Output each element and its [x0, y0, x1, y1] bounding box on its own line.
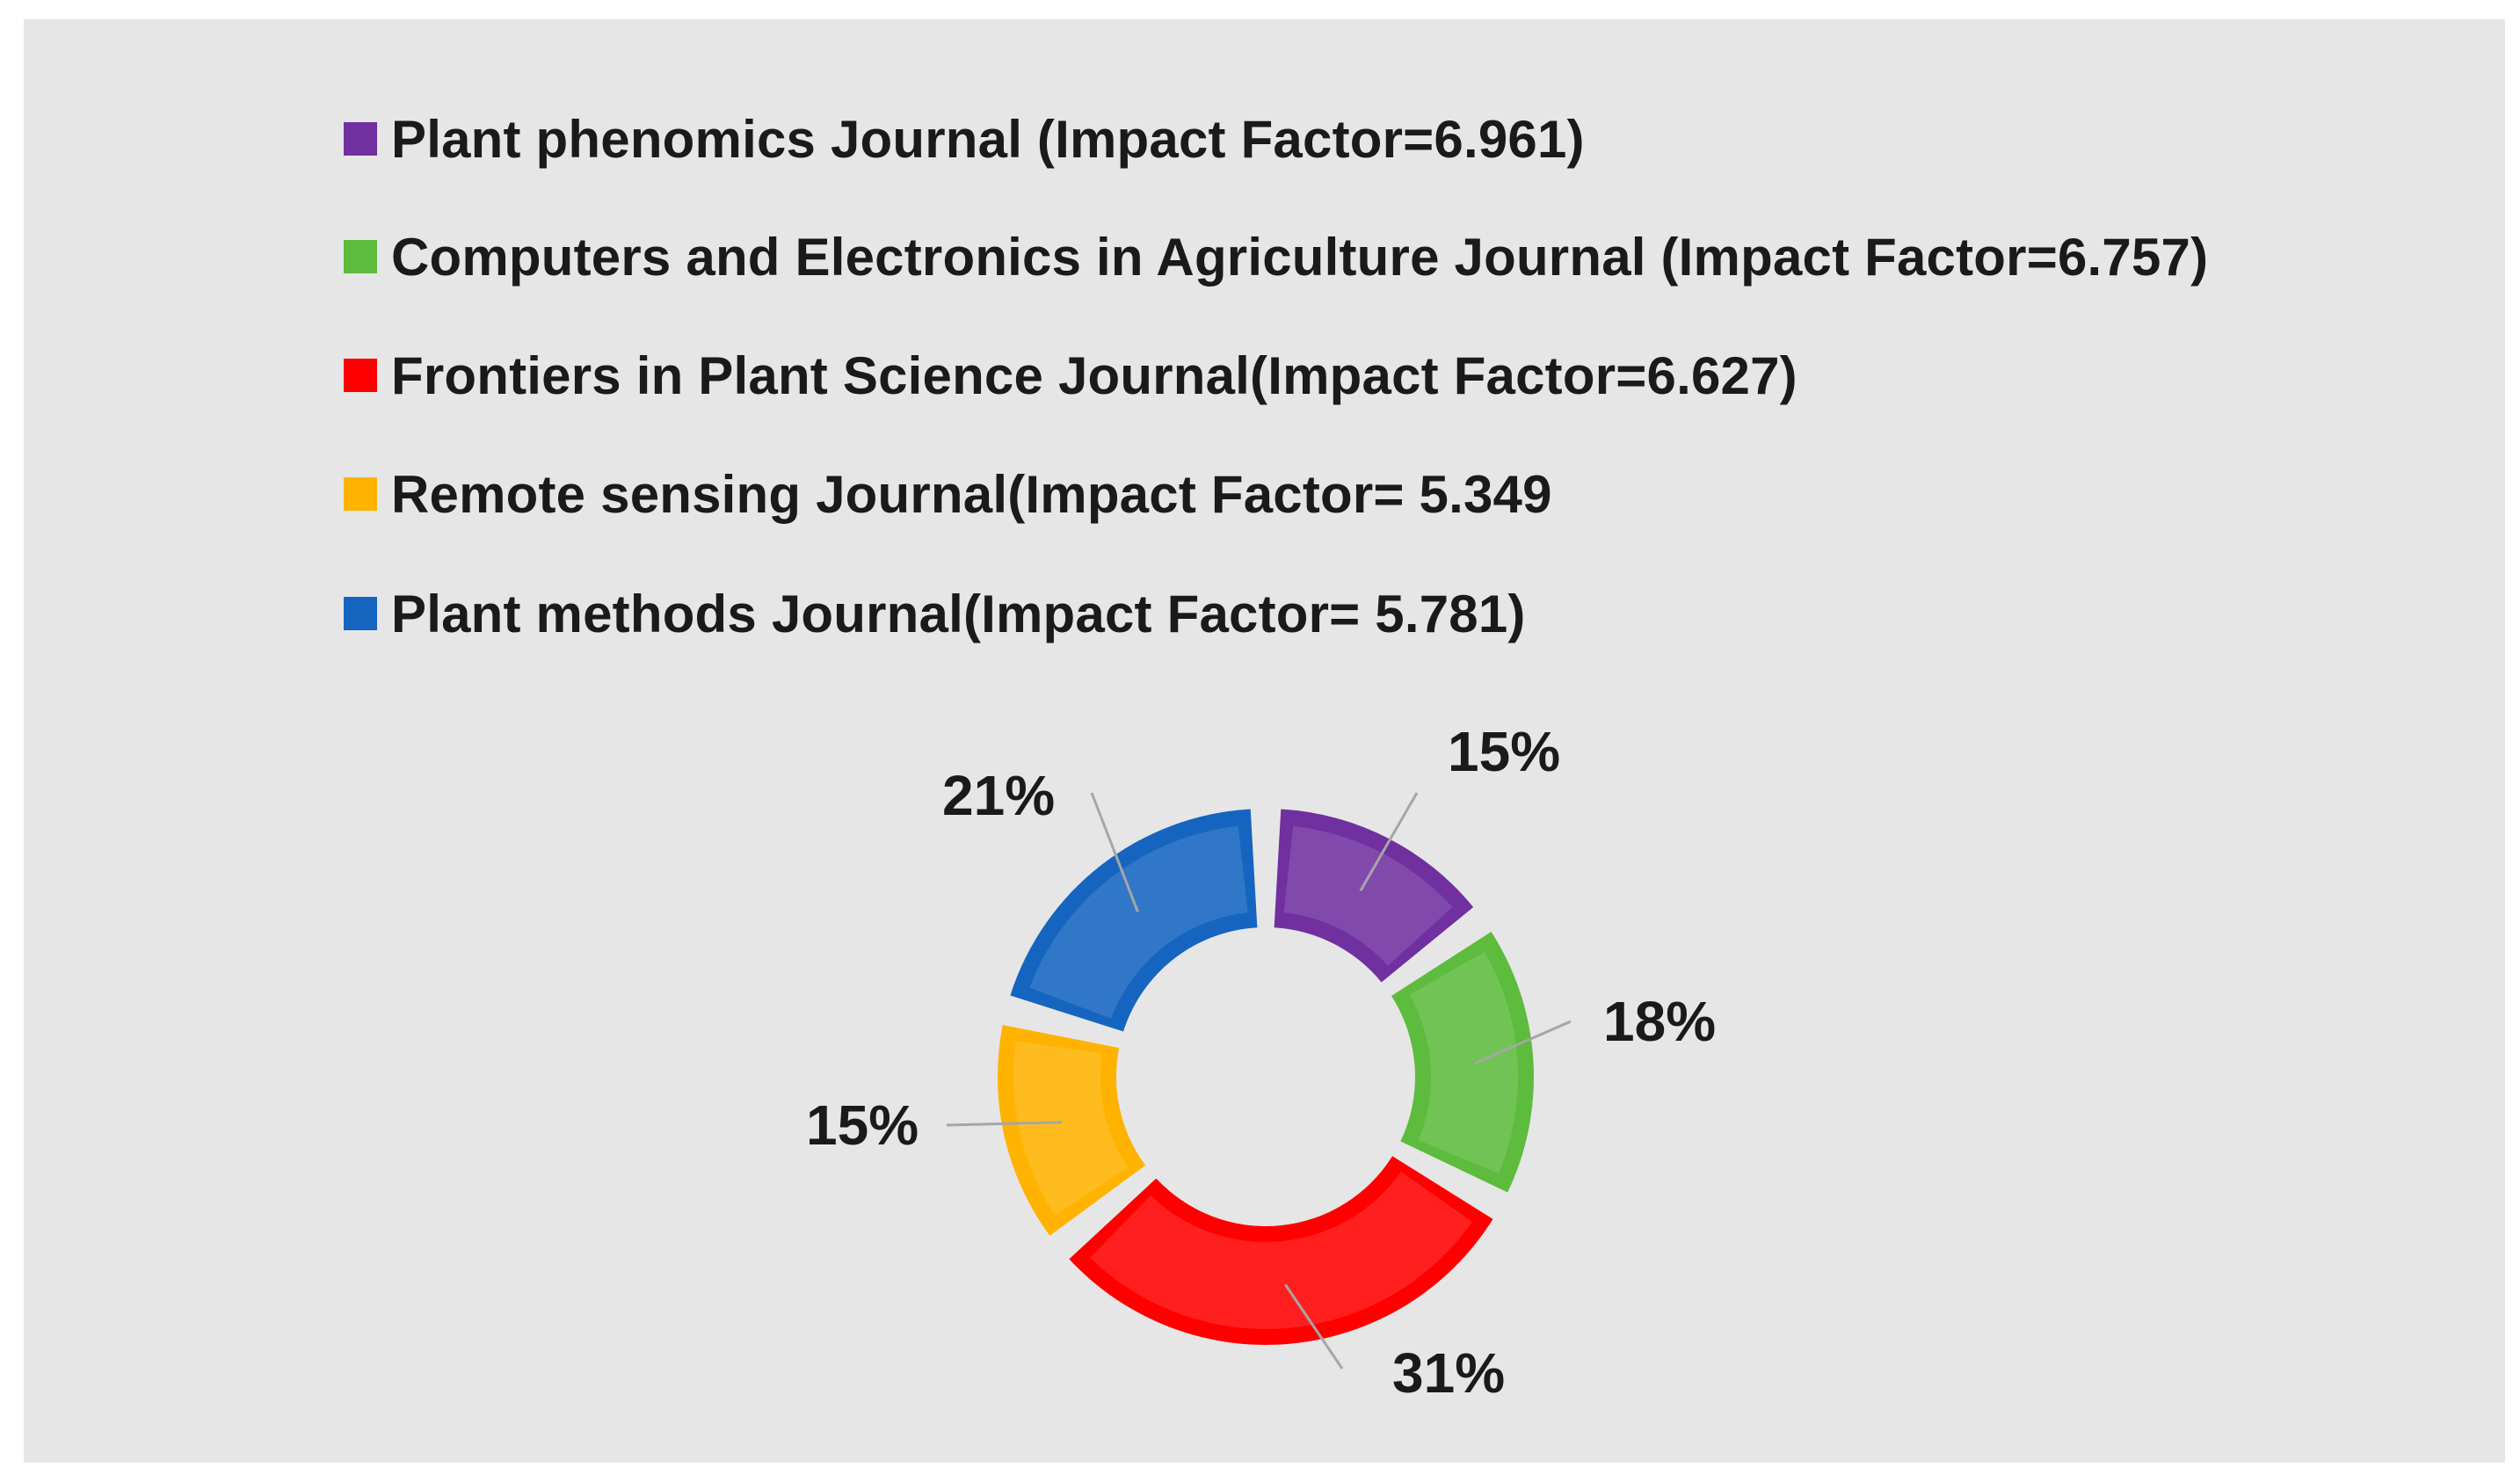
legend-label-frontiers-plant-science: Frontiers in Plant Science Journal(Impac…: [391, 345, 1797, 405]
data-label-plant-methods: 21%: [942, 764, 1055, 827]
legend-label-remote-sensing: Remote sensing Journal(Impact Factor= 5.…: [391, 464, 1552, 524]
legend-swatch-computers-electronics: [344, 240, 377, 273]
legend-swatch-frontiers-plant-science: [344, 359, 377, 392]
donut-slice-bevel-plant-phenomics: [1283, 825, 1453, 966]
donut-slices: [998, 809, 1534, 1345]
legend-label-plant-methods: Plant methods Journal(Impact Factor= 5.7…: [391, 584, 1526, 643]
chart-panel: Plant phenomics Journal (Impact Factor=6…: [24, 19, 2505, 1463]
donut-slice-bevel-frontiers-plant-science: [1090, 1171, 1472, 1330]
leader-line-remote-sensing: [946, 1121, 1063, 1127]
legend-item-plant-phenomics: Plant phenomics Journal (Impact Factor=6…: [344, 104, 1585, 174]
data-label-plant-phenomics: 15%: [1448, 720, 1560, 783]
legend-label-computers-electronics: Computers and Electronics in Agriculture…: [391, 227, 2209, 287]
legend-swatch-plant-methods: [344, 597, 377, 630]
leader-lines: [946, 792, 1572, 1369]
data-label-computers-electronics: 18%: [1603, 990, 1716, 1053]
donut-slice-bevel-plant-methods: [1029, 825, 1248, 1019]
leader-line-frontiers-plant-science: [1284, 1283, 1344, 1369]
legend-swatch-plant-phenomics: [344, 122, 377, 156]
legend-item-plant-methods: Plant methods Journal(Impact Factor= 5.7…: [344, 578, 1526, 649]
data-label-frontiers-plant-science: 31%: [1392, 1341, 1505, 1405]
legend-swatch-remote-sensing: [344, 477, 377, 511]
donut-chart: 15% 18% 31% 15% 21%: [806, 720, 1716, 1405]
leader-line-plant-methods: [1090, 792, 1139, 912]
data-label-remote-sensing: 15%: [806, 1093, 919, 1157]
legend-item-remote-sensing: Remote sensing Journal(Impact Factor= 5.…: [344, 459, 1552, 529]
data-labels: 15% 18% 31% 15% 21%: [806, 720, 1716, 1405]
donut-slice-bevel-remote-sensing: [1013, 1041, 1128, 1216]
donut-slice-bevel-computers-electronics: [1409, 951, 1518, 1174]
legend-label-plant-phenomics: Plant phenomics Journal (Impact Factor=6…: [391, 109, 1585, 169]
leader-line-plant-phenomics: [1359, 792, 1419, 892]
leader-line-computers-electronics: [1473, 1020, 1572, 1065]
legend-item-computers-electronics: Computers and Electronics in Agriculture…: [344, 222, 2208, 292]
legend-item-frontiers-plant-science: Frontiers in Plant Science Journal(Impac…: [344, 340, 1797, 410]
